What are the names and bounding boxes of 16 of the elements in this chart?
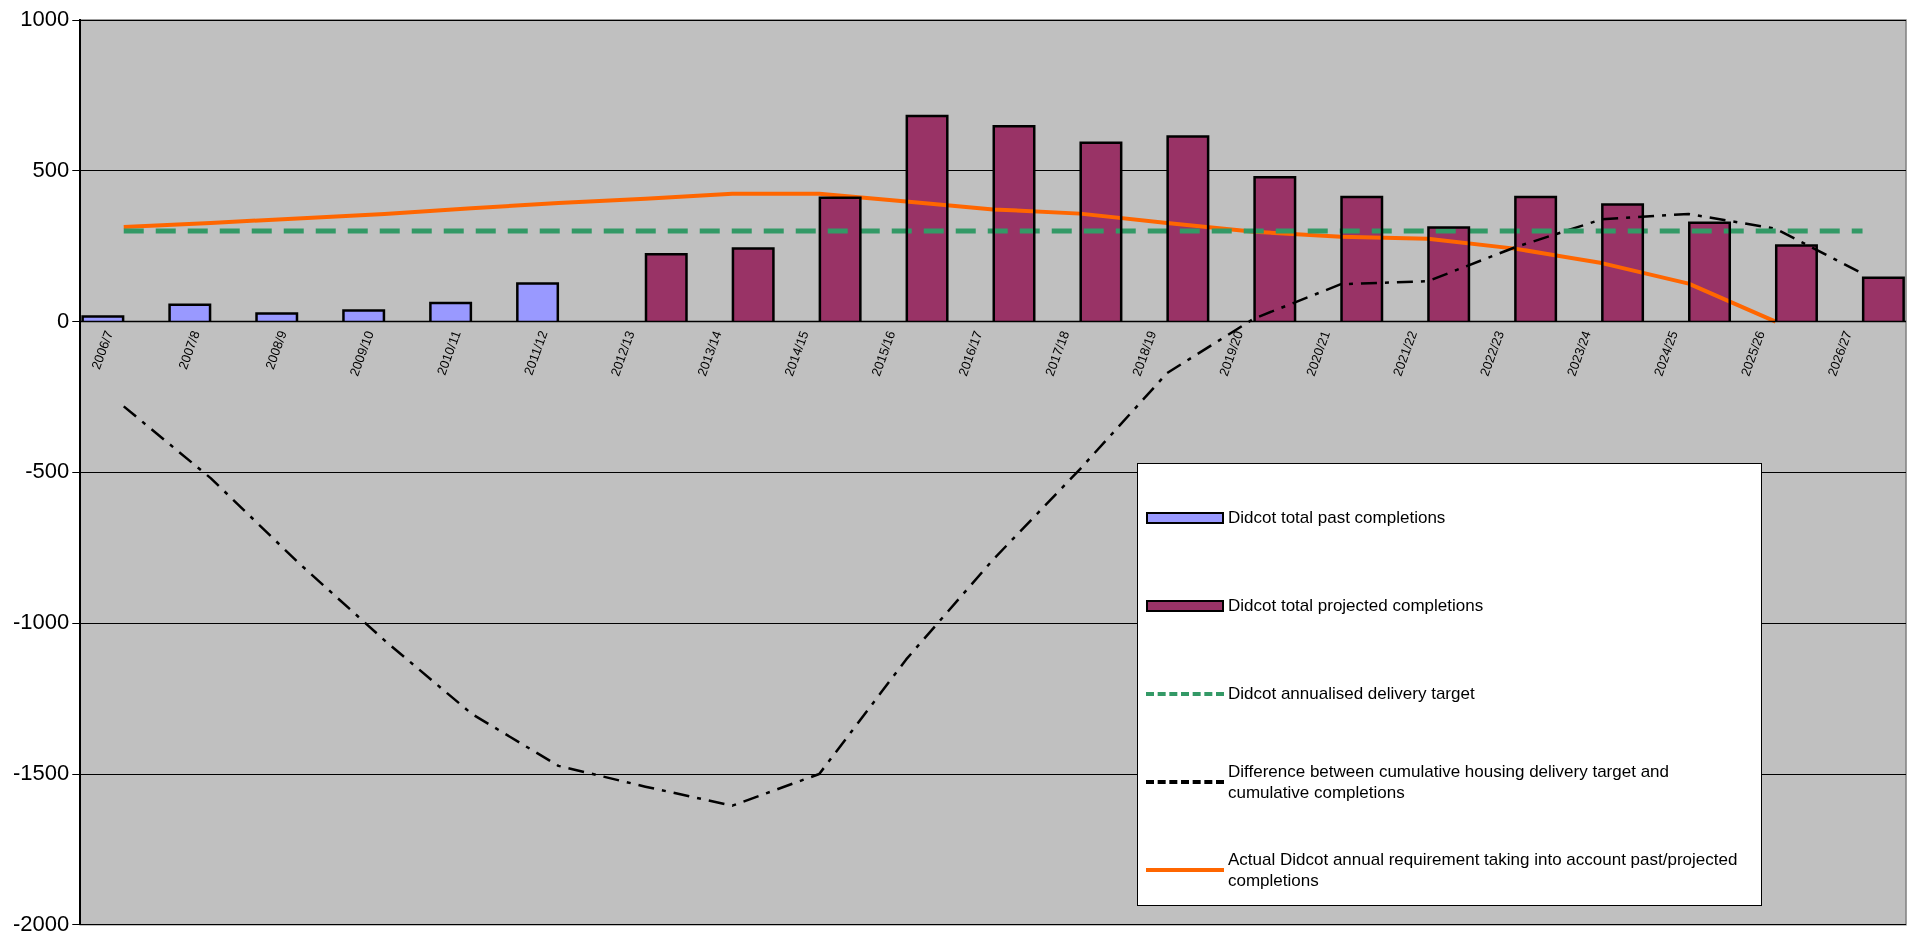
- legend-label: Didcot total projected completions: [1228, 595, 1484, 617]
- y-tick-label: 0: [57, 307, 70, 333]
- y-tick-label: -1500: [12, 760, 70, 786]
- y-tick-label: -2000: [12, 910, 70, 936]
- y-tick-label: -1000: [12, 609, 70, 635]
- y-tick-label: 500: [32, 156, 70, 182]
- legend-label: Didcot annualised delivery target: [1228, 683, 1475, 705]
- x-tick-label: 2007/8: [175, 328, 203, 372]
- legend-label: Difference between cumulative housing delivery target and cumulative completions: [1228, 760, 1670, 803]
- y-tick-label: 1000: [20, 6, 70, 32]
- legend-label: Actual Didcot annual requirement taking into account past/projected completions: [1228, 848, 1739, 891]
- legend-label: Didcot total past completions: [1228, 507, 1446, 529]
- y-tick-label: -500: [25, 458, 70, 484]
- x-tick-label: 2006/7: [88, 328, 116, 372]
- x-tick-label: 2016/17: [955, 328, 986, 379]
- x-tick-label: 2008/9: [262, 328, 290, 372]
